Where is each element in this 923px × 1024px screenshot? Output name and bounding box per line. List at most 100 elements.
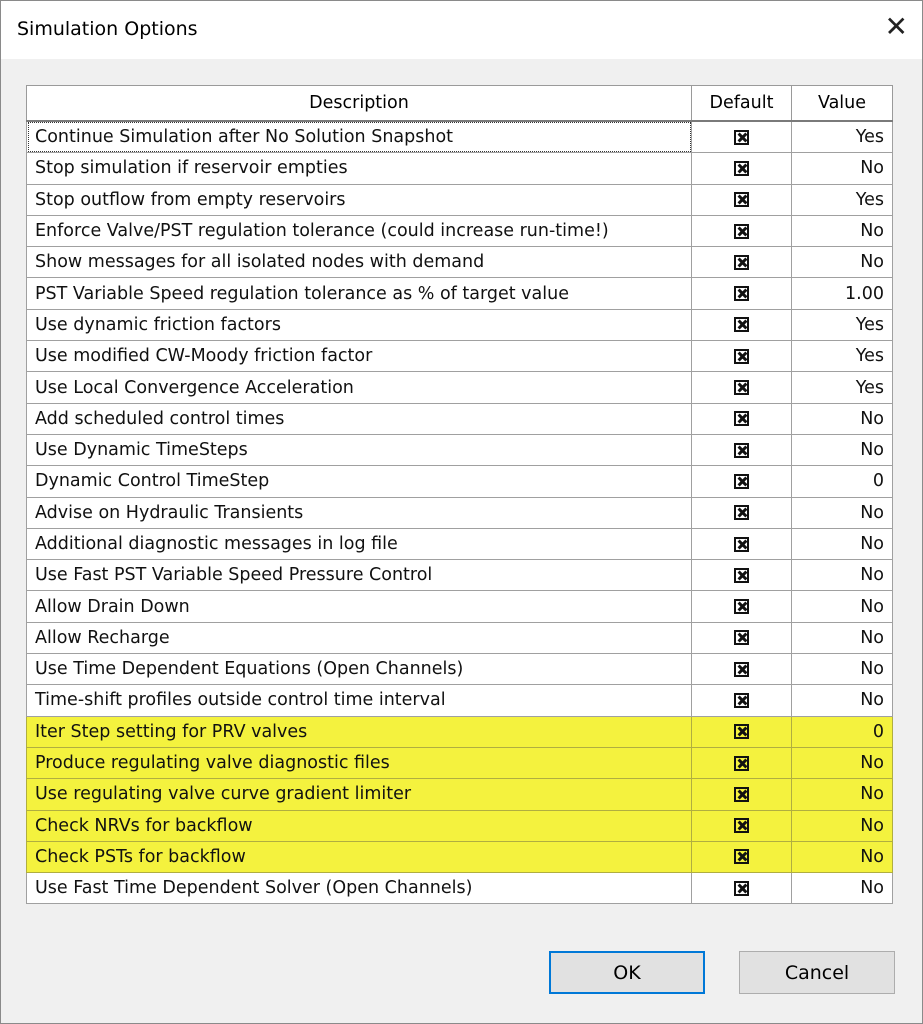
option-description: Additional diagnostic messages in log fi… — [26, 527, 692, 561]
default-checkbox[interactable] — [734, 661, 749, 677]
table-row[interactable]: Add scheduled control times No — [26, 402, 893, 435]
option-description: PST Variable Speed regulation tolerance … — [26, 277, 692, 310]
default-checkbox[interactable] — [734, 599, 749, 615]
default-checkbox[interactable] — [734, 755, 749, 771]
option-description: Produce regulating valve diagnostic file… — [26, 746, 692, 780]
default-checkbox[interactable] — [734, 849, 749, 865]
option-description: Use Dynamic TimeSteps — [26, 433, 692, 467]
default-checkbox[interactable] — [734, 380, 749, 396]
option-value[interactable]: No — [791, 559, 893, 592]
option-value[interactable]: No — [791, 872, 893, 905]
option-value[interactable]: Yes — [791, 183, 893, 216]
default-checkbox[interactable] — [734, 880, 749, 896]
table-row[interactable]: Use Local Convergence Acceleration Yes — [26, 371, 893, 404]
default-checkbox[interactable] — [734, 223, 749, 239]
option-value[interactable]: No — [791, 746, 893, 780]
default-cell — [691, 371, 792, 404]
table-row[interactable]: Check NRVs for backflow No — [26, 809, 893, 842]
option-value[interactable]: No — [791, 590, 893, 623]
column-header-value[interactable]: Value — [791, 85, 893, 122]
close-icon[interactable]: ✕ — [884, 10, 908, 43]
default-checkbox[interactable] — [734, 286, 749, 302]
table-row[interactable]: Use modified CW-Moody friction factor Yes — [26, 340, 893, 373]
option-value[interactable]: No — [791, 653, 893, 686]
default-cell — [691, 809, 792, 842]
option-value[interactable]: No — [791, 621, 893, 655]
option-value[interactable]: No — [791, 246, 893, 279]
option-value[interactable]: No — [791, 684, 893, 717]
default-checkbox[interactable] — [734, 160, 749, 176]
cancel-button[interactable]: Cancel — [739, 951, 895, 994]
option-value[interactable]: Yes — [791, 120, 893, 154]
default-checkbox[interactable] — [734, 786, 749, 802]
option-value[interactable]: No — [791, 809, 893, 842]
table-row[interactable]: Allow Drain Down No — [26, 590, 893, 623]
default-checkbox[interactable] — [734, 192, 749, 208]
default-checkbox[interactable] — [734, 442, 749, 458]
default-checkbox[interactable] — [734, 630, 749, 646]
table-row[interactable]: Time-shift profiles outside control time… — [26, 684, 893, 717]
option-value[interactable]: No — [791, 402, 893, 435]
option-value[interactable]: Yes — [791, 308, 893, 342]
table-row[interactable]: Additional diagnostic messages in log fi… — [26, 527, 893, 561]
table-row[interactable]: Check PSTs for backflow No — [26, 840, 893, 874]
column-header-default[interactable]: Default — [691, 85, 792, 122]
table-row[interactable]: Use Time Dependent Equations (Open Chann… — [26, 653, 893, 686]
default-cell — [691, 465, 792, 498]
default-checkbox[interactable] — [734, 411, 749, 427]
option-value[interactable]: No — [791, 496, 893, 529]
table-row[interactable]: Show messages for all isolated nodes wit… — [26, 246, 893, 279]
option-description: Check PSTs for backflow — [26, 840, 692, 874]
option-description: Stop simulation if reservoir empties — [26, 152, 692, 185]
option-value[interactable]: 1.00 — [791, 277, 893, 310]
option-value[interactable]: No — [791, 527, 893, 561]
table-row[interactable]: PST Variable Speed regulation tolerance … — [26, 277, 893, 310]
option-description: Stop outflow from empty reservoirs — [26, 183, 692, 216]
default-checkbox[interactable] — [734, 348, 749, 364]
default-checkbox[interactable] — [734, 505, 749, 521]
option-value[interactable]: No — [791, 152, 893, 185]
default-cell — [691, 590, 792, 623]
option-description: Use Fast PST Variable Speed Pressure Con… — [26, 559, 692, 592]
option-value[interactable]: No — [791, 778, 893, 811]
option-value[interactable]: No — [791, 433, 893, 467]
default-cell — [691, 277, 792, 310]
table-row[interactable]: Use Fast PST Variable Speed Pressure Con… — [26, 559, 893, 592]
option-value[interactable]: No — [791, 840, 893, 874]
option-value[interactable]: Yes — [791, 371, 893, 404]
default-cell — [691, 621, 792, 655]
default-checkbox[interactable] — [734, 129, 749, 145]
default-checkbox[interactable] — [734, 692, 749, 708]
table-row[interactable]: Use Dynamic TimeSteps No — [26, 433, 893, 467]
table-row[interactable]: Use dynamic friction factors Yes — [26, 308, 893, 342]
option-value[interactable]: No — [791, 214, 893, 248]
table-row[interactable]: Iter Step setting for PRV valves 0 — [26, 715, 893, 748]
default-checkbox[interactable] — [734, 536, 749, 552]
default-checkbox[interactable] — [734, 473, 749, 489]
table-row[interactable]: Continue Simulation after No Solution Sn… — [26, 120, 893, 154]
ok-button[interactable]: OK — [549, 951, 705, 994]
table-row[interactable]: Enforce Valve/PST regulation tolerance (… — [26, 214, 893, 248]
default-checkbox[interactable] — [734, 818, 749, 834]
default-cell — [691, 653, 792, 686]
default-cell — [691, 402, 792, 435]
default-cell — [691, 746, 792, 780]
default-checkbox[interactable] — [734, 724, 749, 740]
default-checkbox[interactable] — [734, 567, 749, 583]
default-checkbox[interactable] — [734, 254, 749, 270]
column-header-description[interactable]: Description — [26, 85, 692, 122]
option-value[interactable]: 0 — [791, 715, 893, 748]
table-row[interactable]: Use regulating valve curve gradient limi… — [26, 778, 893, 811]
default-checkbox[interactable] — [734, 317, 749, 333]
table-row[interactable]: Allow Recharge No — [26, 621, 893, 655]
table-row[interactable]: Stop simulation if reservoir empties No — [26, 152, 893, 185]
table-row[interactable]: Produce regulating valve diagnostic file… — [26, 746, 893, 780]
table-row[interactable]: Stop outflow from empty reservoirs Yes — [26, 183, 893, 216]
dialog-title: Simulation Options — [17, 18, 198, 40]
option-value[interactable]: Yes — [791, 340, 893, 373]
option-value[interactable]: 0 — [791, 465, 893, 498]
option-description: Add scheduled control times — [26, 402, 692, 435]
table-row[interactable]: Advise on Hydraulic Transients No — [26, 496, 893, 529]
table-row[interactable]: Use Fast Time Dependent Solver (Open Cha… — [26, 872, 893, 905]
table-row[interactable]: Dynamic Control TimeStep 0 — [26, 465, 893, 498]
